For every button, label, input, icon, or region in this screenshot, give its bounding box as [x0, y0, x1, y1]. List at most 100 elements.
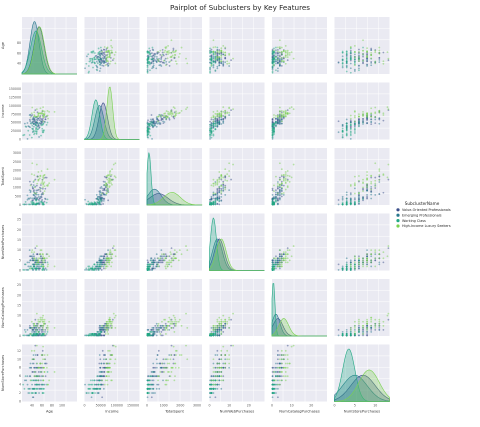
scatter-point: [280, 263, 283, 266]
scatter-point: [220, 62, 223, 65]
scatter-point: [209, 70, 211, 73]
scatter-point: [358, 60, 360, 63]
panel-background: [84, 17, 140, 74]
scatter-point: [31, 334, 34, 337]
scatter-point: [228, 316, 231, 319]
scatter-point: [95, 265, 98, 268]
scatter-point: [108, 173, 111, 176]
scatter-point: [362, 55, 364, 58]
scatter-point: [228, 53, 231, 56]
scatter-point: [220, 177, 223, 180]
scatter-point: [275, 255, 277, 258]
scatter-point: [378, 170, 381, 172]
scatter-point: [114, 176, 117, 179]
scatter-point: [44, 187, 47, 190]
scatter-point: [45, 269, 48, 271]
scatter-point: [341, 58, 344, 61]
scatter-point: [43, 318, 46, 321]
panel-background: [147, 148, 202, 205]
scatter-point: [353, 265, 356, 268]
scatter-point: [99, 383, 102, 386]
scatter-point: [209, 123, 211, 126]
scatter-point: [218, 49, 221, 51]
scatter-point: [105, 60, 108, 63]
scatter-point: [284, 175, 287, 177]
scatter-point: [41, 129, 44, 132]
scatter-point: [110, 49, 113, 52]
scatter-point: [106, 175, 109, 178]
scatter-point: [210, 197, 213, 200]
scatter-point: [101, 50, 103, 53]
scatter-point: [103, 189, 106, 191]
scatter-point: [38, 265, 41, 268]
scatter-point: [30, 112, 33, 115]
scatter-point: [271, 122, 274, 125]
scatter-point: [44, 116, 47, 118]
scatter-point: [155, 67, 158, 70]
scatter-point: [222, 326, 225, 329]
scatter-point: [156, 362, 158, 365]
scatter-point: [105, 320, 108, 323]
scatter-point: [37, 318, 40, 321]
scatter-point: [345, 64, 348, 67]
scatter-point: [28, 189, 31, 192]
scatter-point: [149, 134, 152, 137]
scatter-point: [114, 358, 117, 361]
scatter-point: [39, 316, 42, 319]
scatter-point: [39, 107, 42, 110]
scatter-point: [341, 331, 344, 333]
scatter-point: [105, 322, 108, 325]
scatter-point: [39, 253, 42, 256]
scatter-point: [100, 328, 103, 331]
scatter-point: [273, 265, 275, 268]
scatter-point: [172, 47, 175, 50]
scatter-point: [228, 318, 231, 321]
scatter-point: [220, 110, 223, 113]
scatter-point: [113, 175, 116, 178]
scatter-point: [172, 314, 175, 317]
scatter-point: [370, 265, 373, 268]
scatter-point: [39, 362, 42, 365]
scatter-point: [39, 123, 42, 125]
scatter-point: [148, 124, 151, 127]
scatter-point: [366, 331, 368, 333]
scatter-point: [280, 174, 283, 177]
scatter-point: [280, 182, 283, 185]
scatter-point: [358, 123, 360, 126]
scatter-point: [99, 366, 102, 369]
scatter-point: [93, 379, 96, 382]
scatter-point: [353, 261, 356, 264]
scatter-point: [358, 331, 360, 333]
scatter-point: [96, 201, 99, 204]
scatter-point: [153, 55, 156, 58]
scatter-point: [173, 107, 176, 110]
scatter-point: [382, 62, 385, 65]
scatter-point: [114, 162, 117, 165]
scatter-point: [29, 126, 31, 129]
scatter-point: [222, 314, 225, 317]
scatter-point: [24, 331, 27, 333]
scatter-point: [40, 255, 42, 258]
panel-TotalSpent-vs-NumWebPurchases: [209, 148, 265, 206]
scatter-point: [210, 198, 213, 201]
scatter-point: [276, 70, 279, 72]
scatter-point: [180, 324, 183, 327]
scatter-point: [366, 117, 368, 120]
scatter-point: [146, 267, 149, 270]
scatter-point: [341, 136, 344, 139]
scatter-point: [271, 50, 274, 53]
scatter-point: [280, 59, 283, 62]
scatter-point: [102, 362, 105, 365]
scatter-point: [378, 179, 381, 181]
scatter-point: [210, 64, 213, 67]
scatter-point: [37, 196, 40, 198]
scatter-point: [42, 192, 45, 195]
scatter-point: [353, 175, 356, 178]
scatter-point: [146, 124, 149, 126]
scatter-point: [31, 203, 33, 206]
scatter-point: [40, 200, 42, 203]
panel-background: [334, 279, 390, 336]
scatter-point: [155, 322, 158, 325]
scatter-point: [358, 261, 360, 264]
scatter-point: [102, 62, 105, 65]
